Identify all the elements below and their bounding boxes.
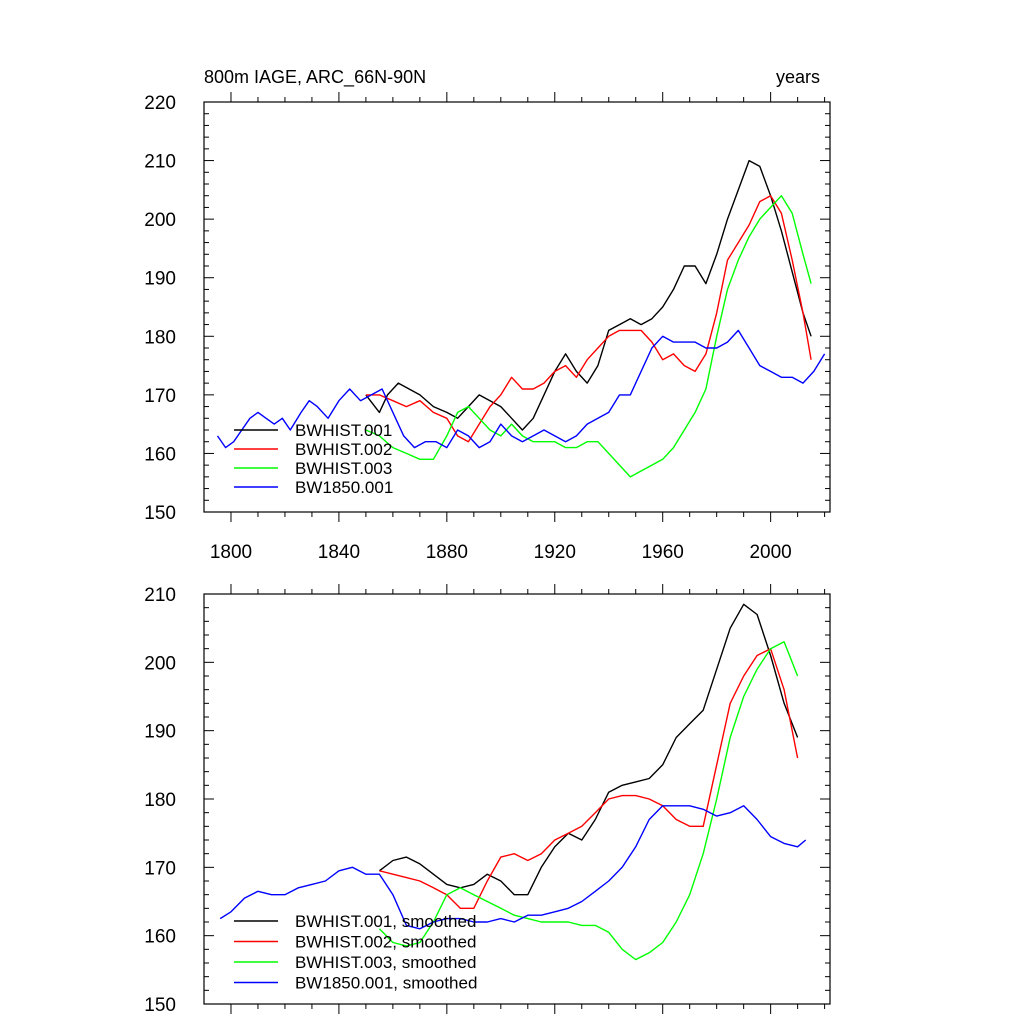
bottom-y-tick-label: 200 <box>144 653 176 674</box>
top-x-tick-label: 1880 <box>426 542 468 563</box>
top-x-tick-label: 1840 <box>318 542 360 563</box>
top-y-tick-label: 170 <box>144 386 176 407</box>
top-legend-label-3: BWHIST.003 <box>295 459 392 478</box>
top-y-tick-label: 190 <box>144 269 176 290</box>
bottom-legend-label-4: BW1850.001, smoothed <box>295 974 477 993</box>
bottom-series-line-4 <box>219 805 807 930</box>
bottom-series-line-3 <box>378 641 799 961</box>
top-series-line-2 <box>365 195 812 443</box>
bottom-legend-label-2: BWHIST.002, smoothed <box>295 933 476 952</box>
top-y-tick-label: 200 <box>144 210 176 231</box>
bottom-y-tick-label: 180 <box>144 790 176 811</box>
bottom-y-tick-label: 150 <box>144 995 176 1016</box>
top-legend-label-1: BWHIST.001 <box>295 421 392 440</box>
bottom-series-line-1 <box>378 603 799 896</box>
bottom-y-tick-label: 190 <box>144 722 176 743</box>
top-series-line-3 <box>365 195 812 478</box>
top-legend-label-2: BWHIST.002 <box>295 440 392 459</box>
top-series-line-4 <box>216 329 826 449</box>
top-x-tick-label: 1920 <box>534 542 576 563</box>
top-y-tick-label: 150 <box>144 503 176 524</box>
top-x-tick-label: 1960 <box>642 542 684 563</box>
top-legend-label-4: BW1850.001 <box>295 478 393 497</box>
top-x-tick-label: 2000 <box>749 542 791 563</box>
bottom-y-tick-label: 210 <box>144 585 176 606</box>
top-chart-units: years <box>776 67 820 87</box>
bottom-legend: BWHIST.001, smoothed BWHIST.002, smoothed… <box>234 912 477 993</box>
top-y-tick-label: 220 <box>144 93 176 114</box>
top-y-tick-label: 180 <box>144 327 176 348</box>
bottom-series-line-2 <box>379 648 799 909</box>
top-line-chart: 800m IAGE, ARC_66N-90N years 150 160 170 18… <box>144 67 831 563</box>
top-chart-title: 800m IAGE, ARC_66N-90N <box>204 67 426 88</box>
top-plot-frame <box>203 101 831 513</box>
bottom-legend-label-1: BWHIST.001, smoothed <box>295 912 476 931</box>
top-series-line-1 <box>365 159 812 431</box>
top-x-tick-label: 1800 <box>210 542 252 563</box>
bottom-line-chart: 150 160 170 180 190 200 210 BWHIST.001, smooth… <box>144 584 831 1016</box>
bottom-y-tick-label: 160 <box>144 927 176 948</box>
top-y-tick-label: 210 <box>144 152 176 173</box>
top-y-tick-label: 160 <box>144 444 176 465</box>
bottom-legend-label-3: BWHIST.003, smoothed <box>295 953 476 972</box>
bottom-y-tick-label: 170 <box>144 858 176 879</box>
